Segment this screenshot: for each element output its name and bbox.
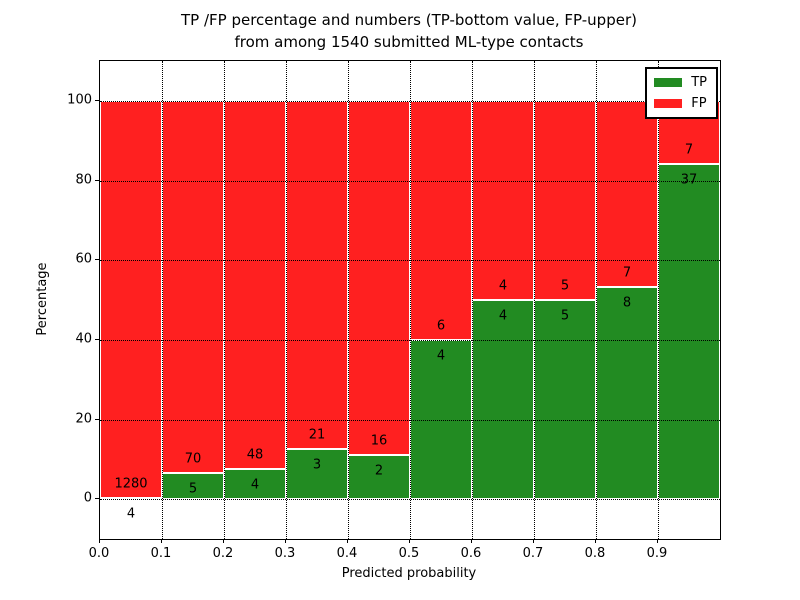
x-gridline <box>534 61 535 539</box>
fp-count-label: 6 <box>436 318 446 334</box>
x-tick-label: 0.3 <box>274 546 296 561</box>
fp-count-label: 7 <box>622 265 632 281</box>
tp-count-label: 4 <box>436 348 446 364</box>
x-tick <box>409 539 410 543</box>
tp-count-label: 3 <box>312 457 322 473</box>
y-gridline <box>100 419 720 421</box>
tp-bar-segment <box>472 300 534 500</box>
fp-bar-segment <box>348 100 410 455</box>
y-tick-label: 20 <box>75 411 92 426</box>
x-tick-label: 0.0 <box>88 546 110 561</box>
y-tick <box>95 99 99 101</box>
x-tick <box>99 539 100 543</box>
fp-count-label: 70 <box>184 451 202 467</box>
fp-bar-segment <box>100 100 162 498</box>
chart-title-line1: TP /FP percentage and numbers (TP-bottom… <box>181 11 637 29</box>
chart-title: TP /FP percentage and numbers (TP-bottom… <box>9 9 800 53</box>
x-tick-label: 0.2 <box>212 546 234 561</box>
fp-count-label: 48 <box>246 447 264 463</box>
y-tick-label: 100 <box>67 92 92 108</box>
y-gridline <box>100 180 720 182</box>
tp-count-label: 8 <box>622 295 632 311</box>
chart-title-line2: from among 1540 submitted ML-type contac… <box>234 33 584 51</box>
x-tick <box>347 539 348 543</box>
tp-bar-segment <box>658 164 720 500</box>
fp-count-label: 7 <box>684 142 694 158</box>
y-tick-label: 60 <box>75 251 92 267</box>
x-gridline <box>410 61 411 539</box>
x-gridline <box>286 61 287 539</box>
tp-bar-segment <box>286 449 348 500</box>
x-gridline <box>472 61 473 539</box>
y-axis-label: Percentage <box>35 262 50 336</box>
x-tick <box>533 539 534 543</box>
x-tick-label: 0.8 <box>584 546 606 561</box>
fp-count-label: 4 <box>498 278 508 294</box>
y-tick-label: 80 <box>75 172 92 187</box>
fp-bar-segment <box>410 100 472 340</box>
x-tick-label: 0.7 <box>522 546 544 561</box>
plot-area: TP FP 1280 4 70 5 48 4 21 3 16 2 6 4 4 4 5 5 7 8 7 37 <box>99 60 721 540</box>
x-gridline <box>224 61 225 539</box>
legend-swatch-tp <box>654 78 683 87</box>
x-tick-label: 0.6 <box>460 546 482 561</box>
x-tick <box>471 539 472 543</box>
fp-bar-segment <box>596 100 658 287</box>
x-tick <box>595 539 596 543</box>
tp-count-label: 4 <box>126 506 136 522</box>
y-tick <box>95 259 99 261</box>
x-gridline <box>348 61 349 539</box>
tp-bar-segment <box>534 300 596 500</box>
y-gridline <box>100 339 720 341</box>
tp-count-label: 37 <box>680 172 698 188</box>
y-tick <box>95 179 99 181</box>
fp-bar-segment <box>224 100 286 469</box>
legend-label-tp: TP <box>691 75 707 90</box>
legend-swatch-fp <box>654 99 683 108</box>
x-tick-label: 0.1 <box>150 546 172 561</box>
tp-bar-segment <box>348 454 410 500</box>
legend-label-fp: FP <box>691 96 707 111</box>
y-tick <box>95 418 99 420</box>
fp-count-label: 1280 <box>114 476 148 492</box>
y-tick <box>95 338 99 340</box>
x-tick <box>161 539 162 543</box>
x-gridline <box>658 61 659 539</box>
fp-count-label: 5 <box>560 278 570 294</box>
tp-count-label: 4 <box>250 477 260 493</box>
x-gridline <box>162 61 163 539</box>
tp-count-label: 5 <box>560 308 570 324</box>
fp-bar-segment <box>162 100 224 473</box>
x-tick-label: 0.5 <box>398 546 420 561</box>
fp-bar-segment <box>534 100 596 300</box>
y-gridline <box>100 100 720 102</box>
fp-bar-segment <box>472 100 534 300</box>
tp-count-label: 4 <box>498 308 508 324</box>
x-tick <box>285 539 286 543</box>
y-gridline <box>100 499 720 501</box>
y-tick <box>95 498 99 500</box>
legend-entry-tp: TP <box>654 72 707 93</box>
y-tick-label: 40 <box>75 331 92 347</box>
tp-bar-segment <box>162 472 224 500</box>
legend-entry-fp: FP <box>654 93 707 114</box>
y-tick-label: 0 <box>83 490 92 506</box>
x-axis-label: Predicted probability <box>341 566 477 581</box>
x-tick <box>657 539 658 543</box>
x-tick <box>223 539 224 543</box>
tp-bar-segment <box>410 339 472 500</box>
y-gridline <box>100 260 720 262</box>
x-tick-label: 0.4 <box>336 546 358 561</box>
x-gridline <box>596 61 597 539</box>
legend: TP FP <box>645 67 718 119</box>
fp-count-label: 21 <box>308 427 326 443</box>
tp-count-label: 5 <box>188 481 198 497</box>
x-tick-label: 0.9 <box>646 546 668 561</box>
fp-bar-segment <box>286 100 348 450</box>
tp-count-label: 2 <box>374 463 384 479</box>
tp-bar-segment <box>596 286 658 500</box>
fp-count-label: 16 <box>370 433 388 449</box>
